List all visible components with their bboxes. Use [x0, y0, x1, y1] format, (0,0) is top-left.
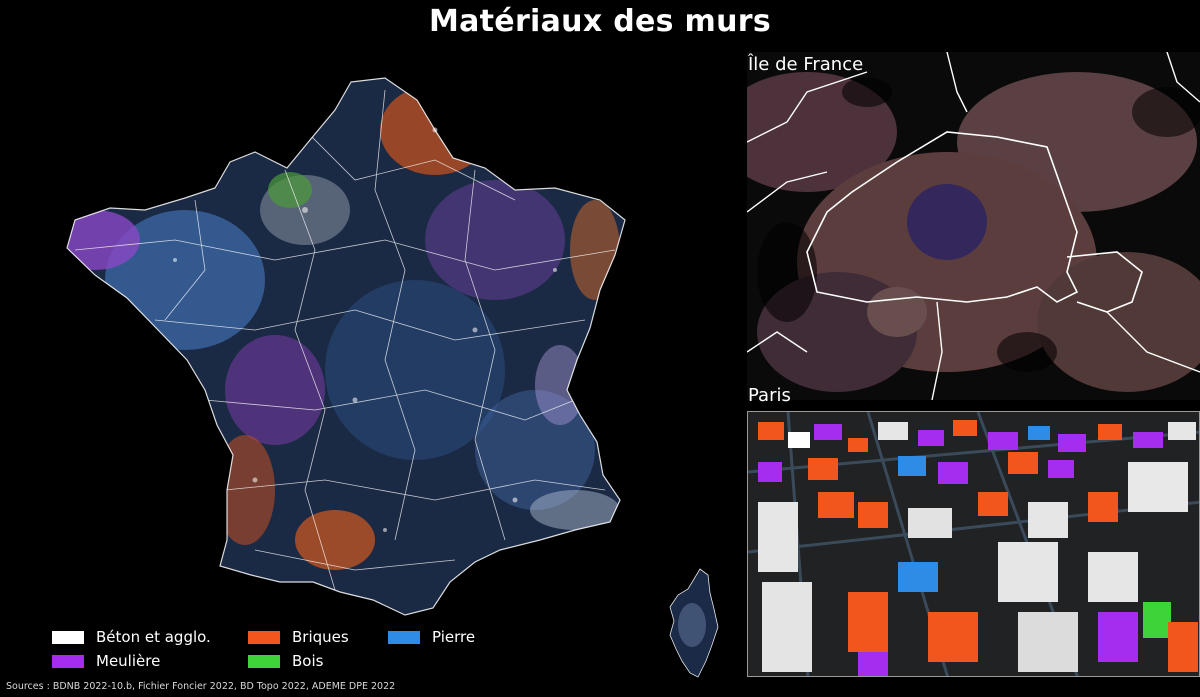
- legend-item-pierre: Pierre: [388, 627, 475, 647]
- legend-item-briques: Briques: [248, 627, 349, 647]
- legend-item-beton: Béton et agglo.: [52, 627, 211, 647]
- france-mainland-map: [66, 77, 626, 616]
- legend-swatch-meuliere: [52, 654, 84, 668]
- paris-label: Paris: [748, 385, 791, 406]
- legend-swatch-pierre: [388, 630, 420, 644]
- map-title: Matériaux des murs: [428, 4, 772, 39]
- legend-label-beton: Béton et agglo.: [96, 628, 211, 646]
- legend-swatch-bois: [248, 654, 280, 668]
- ile-de-france-inset: [747, 52, 1200, 400]
- legend-label-pierre: Pierre: [432, 628, 476, 646]
- corsica-map: [669, 568, 719, 678]
- ile-de-france-label: Île de France: [748, 54, 864, 75]
- legend-label-bois: Bois: [292, 652, 324, 670]
- legend-item-meuliere: Meulière: [52, 651, 160, 671]
- sources-note: Sources : BDNB 2022-10.b, Fichier Foncie…: [6, 681, 396, 692]
- legend-swatch-beton: [52, 630, 84, 644]
- legend-label-briques: Briques: [292, 628, 349, 646]
- legend-swatch-briques: [248, 630, 280, 644]
- legend-item-bois: Bois: [248, 651, 323, 671]
- legend: Béton et agglo. Briques Pierre Meulière …: [52, 627, 652, 673]
- paris-3d-inset: [747, 411, 1200, 677]
- legend-label-meuliere: Meulière: [96, 652, 161, 670]
